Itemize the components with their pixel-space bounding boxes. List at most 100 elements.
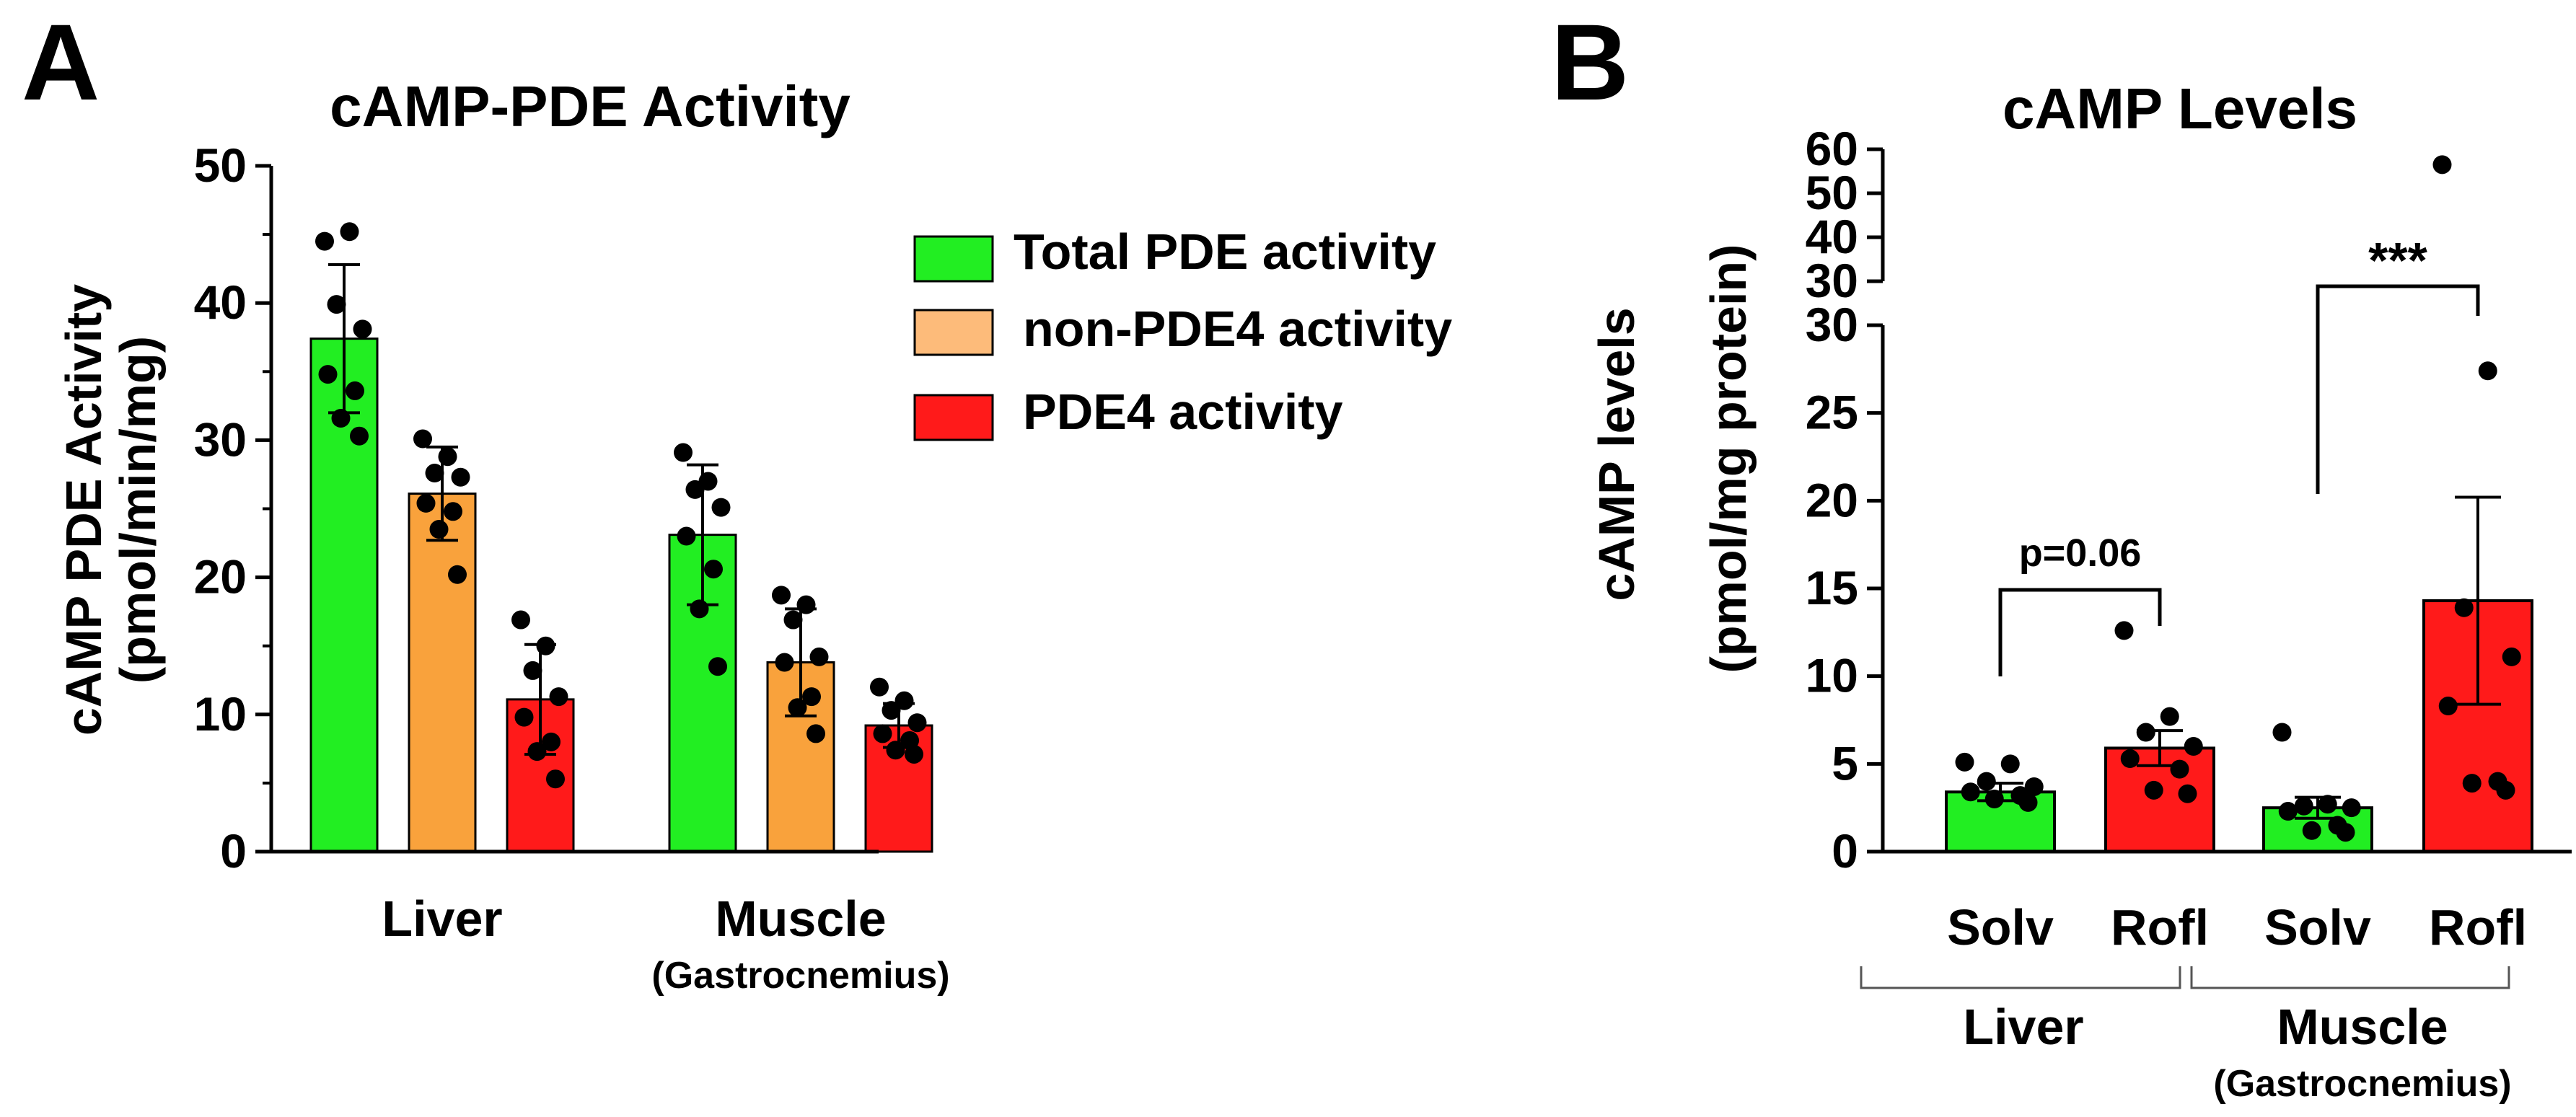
data-point: [315, 231, 334, 251]
y-tick-label: 20: [1806, 473, 1858, 526]
y-tick-label: 60: [1806, 122, 1858, 175]
panel-b-data-points: [1955, 155, 2521, 842]
significance-bracket-liver: p=0.06: [1998, 531, 2162, 676]
data-point: [523, 661, 542, 680]
data-point: [2432, 155, 2452, 175]
data-point: [2294, 796, 2313, 816]
data-point: [2462, 774, 2482, 793]
y-tick-label: 10: [1806, 649, 1858, 702]
panel-a-bars: [309, 337, 933, 853]
data-point: [2184, 737, 2203, 756]
significance-bracket-line: [2316, 284, 2480, 494]
data-point: [451, 467, 470, 487]
panel-b-group-sublabel: (Gastrocnemius): [2213, 1063, 2511, 1105]
data-point: [802, 687, 821, 707]
data-point: [438, 447, 457, 467]
y-tick-label: 5: [1832, 736, 1858, 790]
panel-a-group-label: Liver: [382, 891, 502, 947]
panel-b-y-label: cAMP levels: [1588, 307, 1645, 601]
data-point: [2178, 784, 2197, 803]
data-point: [886, 741, 905, 760]
group-bracket-muscle: [2190, 966, 2510, 989]
data-point: [327, 295, 346, 314]
data-point: [448, 565, 467, 584]
data-point: [346, 381, 364, 400]
panel-b-y-label-units: (pmol/mg protein): [1700, 244, 1757, 674]
panel-b-bars: [1945, 599, 2533, 854]
panel-a-y-label: cAMP PDE Activity: [56, 284, 112, 736]
legend-label-non-pde4: non-PDE4 activity: [1023, 301, 1452, 357]
data-point: [685, 480, 705, 499]
y-tick-label: 50: [194, 138, 247, 192]
data-point: [2000, 754, 2020, 774]
data-point: [708, 657, 727, 676]
data-point: [905, 744, 923, 764]
data-point: [2342, 798, 2361, 818]
y-tick-label: 30: [1806, 254, 1858, 307]
data-point: [1977, 772, 1996, 791]
data-point: [2120, 749, 2140, 769]
group-bracket-liver: [1860, 966, 2181, 989]
data-point: [2496, 780, 2515, 800]
panel-a-title: cAMP-PDE Activity: [330, 74, 850, 138]
legend-swatch-total-pde: [913, 235, 994, 283]
data-point: [711, 498, 731, 517]
y-tick-label: 10: [194, 687, 247, 741]
legend-swatch-pde4: [913, 394, 994, 441]
data-point: [2170, 759, 2189, 779]
data-point: [806, 724, 825, 743]
data-point: [549, 687, 568, 707]
data-point: [2160, 707, 2179, 726]
data-point: [2336, 823, 2355, 842]
panel-b-group-label: Liver: [1963, 999, 2083, 1055]
data-point: [2502, 647, 2521, 666]
panel-a-group-label: Muscle: [715, 891, 886, 947]
y-tick-label: 30: [194, 412, 247, 466]
panel-a: A cAMP-PDE Activity cAMP PDE Activity (p…: [22, 1, 1452, 997]
data-point: [1984, 790, 2004, 808]
data-point: [1955, 752, 1974, 772]
y-tick-label: 20: [194, 550, 247, 604]
legend-label-total-pde: Total PDE activity: [1014, 224, 1436, 280]
data-point: [775, 653, 794, 672]
data-point: [527, 742, 547, 761]
data-point: [809, 647, 829, 666]
panel-a-group-sublabel: (Gastrocnemius): [651, 955, 949, 997]
data-point: [2318, 795, 2337, 814]
data-point: [416, 493, 436, 513]
panel-b-category-label: Solv: [1947, 899, 2054, 955]
y-tick-label: 40: [194, 275, 247, 329]
data-point: [2454, 598, 2474, 617]
data-point: [2024, 777, 2044, 796]
data-point: [894, 691, 914, 710]
data-point: [870, 677, 889, 697]
data-point: [882, 701, 901, 720]
data-point: [2018, 793, 2038, 812]
data-point: [2278, 802, 2298, 821]
y-tick-label: 30: [1806, 298, 1858, 351]
data-point: [514, 707, 534, 727]
data-point: [788, 698, 807, 718]
panel-a-y-label-units: (pmol/min/mg): [110, 336, 166, 684]
legend-label-pde4: PDE4 activity: [1023, 384, 1343, 440]
data-point: [677, 526, 696, 546]
panel-b-group-label: Muscle: [2277, 999, 2448, 1055]
data-point: [546, 769, 565, 789]
data-point: [704, 560, 723, 579]
data-point: [353, 319, 372, 339]
data-point: [2144, 780, 2163, 800]
data-point: [350, 426, 369, 446]
data-point: [2272, 723, 2292, 742]
panel-a-data-points: [315, 222, 927, 789]
data-point: [444, 502, 462, 521]
data-point: [429, 520, 449, 539]
data-point: [511, 610, 530, 630]
data-point: [340, 222, 359, 242]
data-point: [772, 586, 791, 605]
panel-b-letter: B: [1551, 1, 1629, 123]
data-point: [536, 636, 555, 655]
data-point: [413, 429, 432, 449]
data-point: [2438, 697, 2458, 716]
significance-label: p=0.06: [2019, 531, 2142, 575]
